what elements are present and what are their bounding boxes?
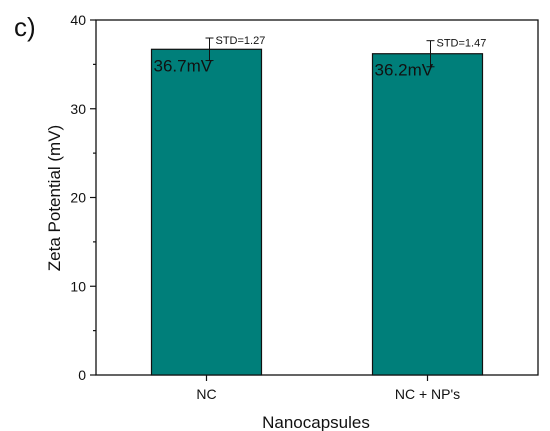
y-tick-label: 0 xyxy=(78,367,86,383)
y-axis-title: Zeta Potential (mV) xyxy=(45,125,64,271)
bar xyxy=(371,53,484,376)
x-tick-label: NC + NP's xyxy=(395,386,460,402)
y-tick-label: 40 xyxy=(70,12,86,28)
std-label: STD=1.27 xyxy=(216,35,266,47)
x-tick-label: NC xyxy=(196,386,216,402)
bar-value-label: 36.2mV xyxy=(375,61,434,80)
y-tick-label: 10 xyxy=(70,278,86,294)
std-label: STD=1.47 xyxy=(437,38,487,50)
y-tick-label: 30 xyxy=(70,101,86,117)
y-tick-label: 20 xyxy=(70,190,86,206)
x-axis-title: Nanocapsules xyxy=(262,413,370,431)
bar-value-label: 36.7mV xyxy=(154,56,213,75)
bar xyxy=(150,48,263,376)
panel-label: c) xyxy=(14,12,36,42)
